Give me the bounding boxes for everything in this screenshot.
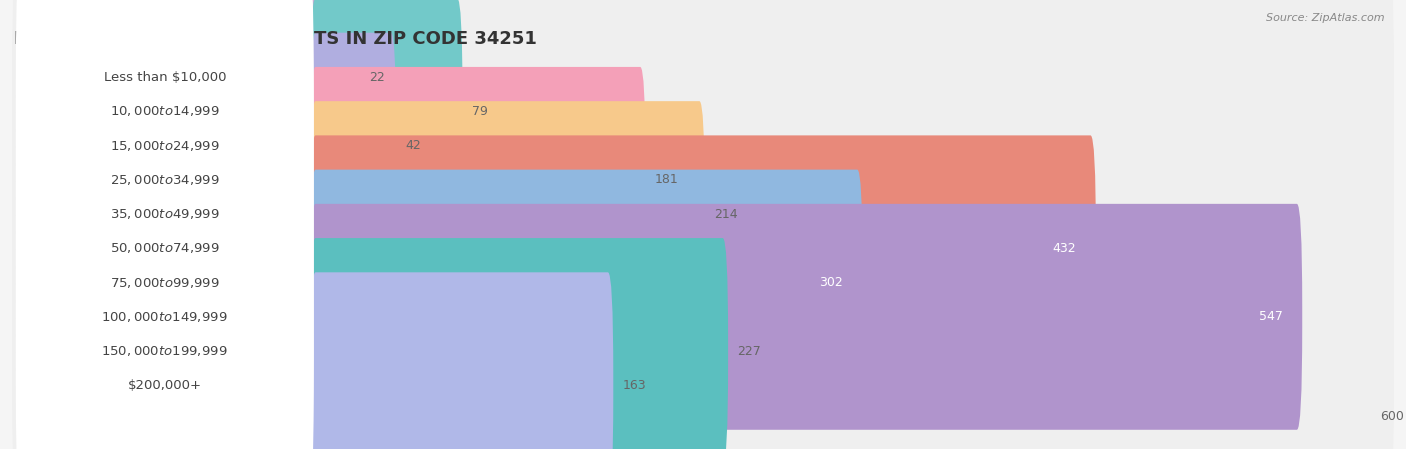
Text: 432: 432 (1053, 242, 1076, 255)
Text: 302: 302 (820, 276, 844, 289)
FancyBboxPatch shape (311, 0, 360, 190)
FancyBboxPatch shape (15, 272, 314, 449)
FancyBboxPatch shape (15, 0, 314, 191)
Text: $10,000 to $14,999: $10,000 to $14,999 (110, 105, 219, 119)
FancyBboxPatch shape (13, 267, 1393, 449)
FancyBboxPatch shape (311, 272, 613, 449)
FancyBboxPatch shape (311, 136, 1095, 361)
FancyBboxPatch shape (15, 203, 314, 431)
FancyBboxPatch shape (311, 0, 463, 224)
Text: $75,000 to $99,999: $75,000 to $99,999 (110, 276, 219, 290)
FancyBboxPatch shape (13, 130, 1393, 367)
Text: 42: 42 (405, 139, 420, 152)
FancyBboxPatch shape (13, 0, 1393, 196)
Text: $35,000 to $49,999: $35,000 to $49,999 (110, 207, 219, 221)
FancyBboxPatch shape (15, 169, 314, 396)
FancyBboxPatch shape (311, 204, 1302, 430)
FancyBboxPatch shape (311, 67, 645, 293)
FancyBboxPatch shape (311, 101, 704, 327)
FancyBboxPatch shape (13, 62, 1393, 299)
Text: $200,000+: $200,000+ (128, 379, 202, 392)
FancyBboxPatch shape (311, 170, 863, 396)
Text: 22: 22 (370, 70, 385, 84)
FancyBboxPatch shape (13, 233, 1393, 449)
Text: 214: 214 (714, 207, 737, 220)
Text: 163: 163 (623, 379, 645, 392)
Text: Source: ZipAtlas.com: Source: ZipAtlas.com (1267, 13, 1385, 23)
Text: $25,000 to $34,999: $25,000 to $34,999 (110, 173, 219, 187)
FancyBboxPatch shape (15, 0, 314, 225)
Text: $15,000 to $24,999: $15,000 to $24,999 (110, 139, 219, 153)
Text: $50,000 to $74,999: $50,000 to $74,999 (110, 242, 219, 255)
Text: Less than $10,000: Less than $10,000 (104, 70, 226, 84)
FancyBboxPatch shape (15, 32, 314, 260)
Text: $100,000 to $149,999: $100,000 to $149,999 (101, 310, 228, 324)
Text: 547: 547 (1258, 310, 1282, 323)
FancyBboxPatch shape (13, 0, 1393, 230)
FancyBboxPatch shape (15, 135, 314, 362)
Text: 181: 181 (655, 173, 678, 186)
FancyBboxPatch shape (311, 33, 396, 259)
FancyBboxPatch shape (311, 238, 728, 449)
Text: $150,000 to $199,999: $150,000 to $199,999 (101, 344, 228, 358)
FancyBboxPatch shape (13, 164, 1393, 402)
FancyBboxPatch shape (13, 27, 1393, 265)
FancyBboxPatch shape (15, 101, 314, 328)
Text: 79: 79 (471, 105, 488, 118)
FancyBboxPatch shape (13, 96, 1393, 333)
FancyBboxPatch shape (13, 198, 1393, 436)
FancyBboxPatch shape (15, 66, 314, 294)
Text: 227: 227 (737, 344, 761, 357)
FancyBboxPatch shape (15, 238, 314, 449)
Text: HOUSEHOLD INCOME BRACKETS IN ZIP CODE 34251: HOUSEHOLD INCOME BRACKETS IN ZIP CODE 34… (14, 31, 537, 48)
